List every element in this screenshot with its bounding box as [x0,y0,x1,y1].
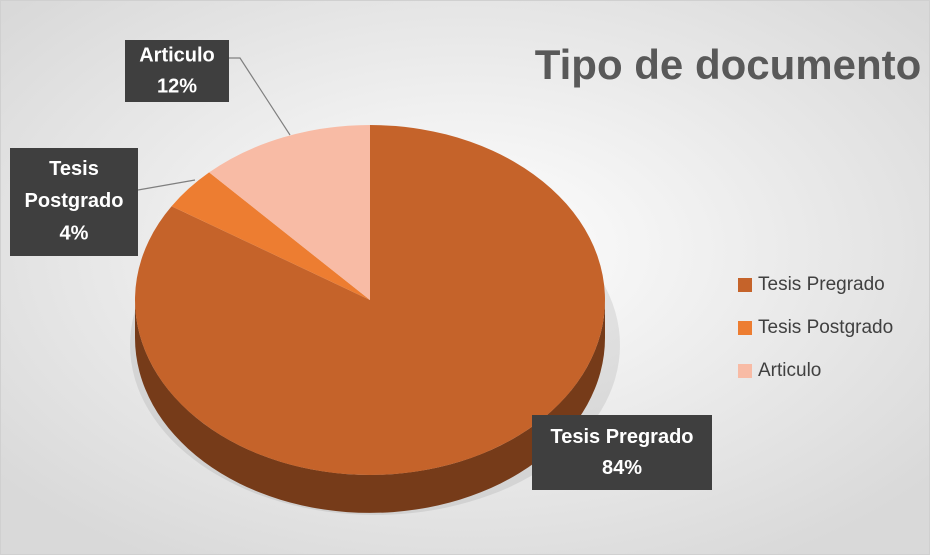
pie-slice-side [135,300,605,513]
data-label-category: Tesis Postgrado [25,158,124,212]
data-label-box [125,40,229,102]
legend-swatch [738,278,752,292]
legend-label: Tesis Pregrado [758,274,885,295]
data-label-box [10,148,138,256]
chart-title: Tipo de documento [535,41,922,88]
legend-swatch [738,321,752,335]
pie-slice [209,125,370,300]
data-label-value: 12% [157,75,197,97]
leader-line [137,179,196,191]
data-label-box [532,415,712,490]
data-label-category: Articulo [139,44,215,66]
pie-slice [171,172,370,300]
leader-line [229,57,291,136]
legend-label: Articulo [758,360,821,381]
legend-swatch [738,364,752,378]
data-label-value: 84% [602,457,642,479]
data-label-category: Tesis Pregrado [550,426,693,448]
data-label-value: 4% [60,222,89,244]
legend-label: Tesis Postgrado [758,317,893,338]
